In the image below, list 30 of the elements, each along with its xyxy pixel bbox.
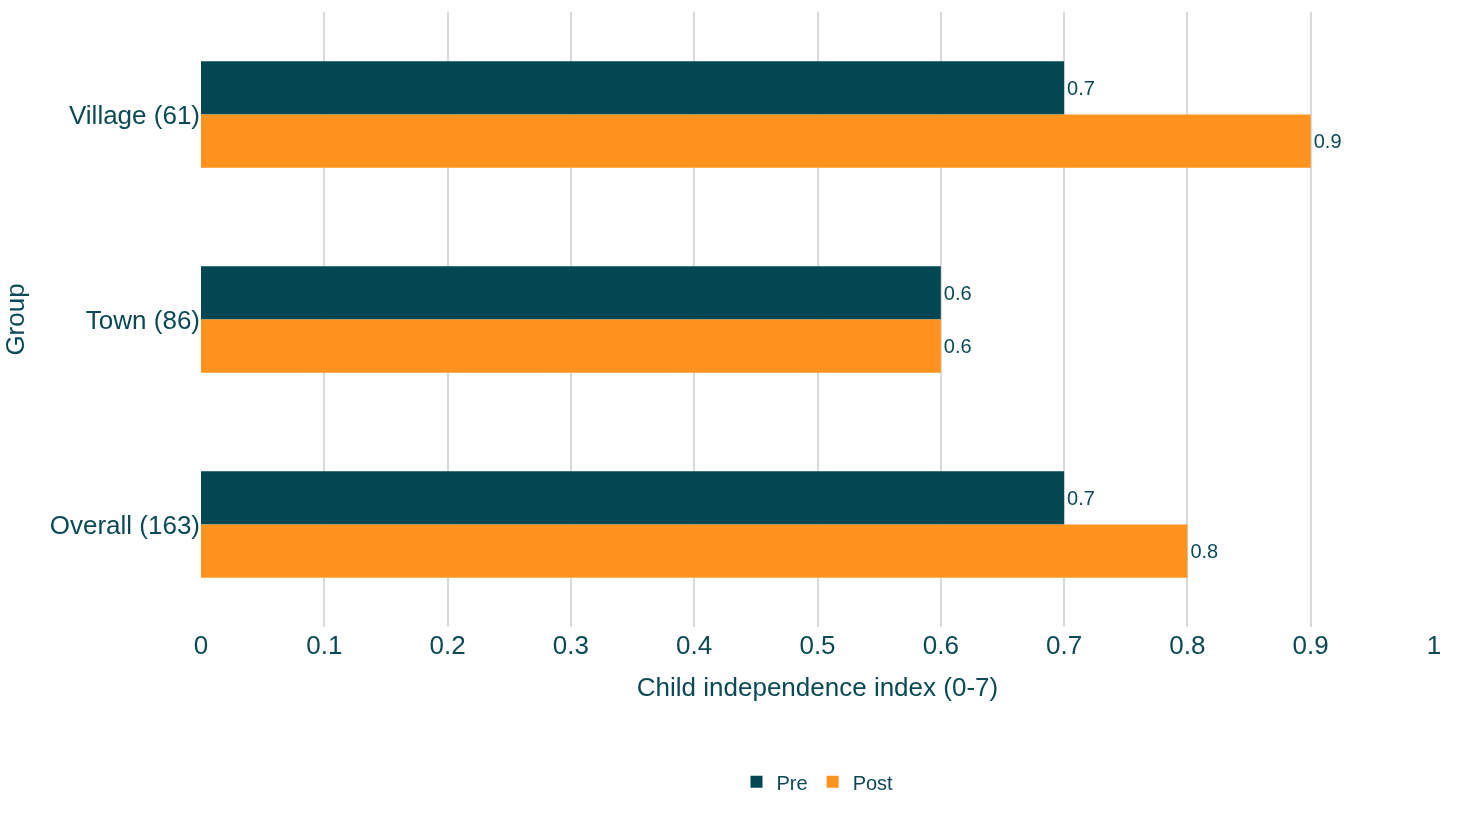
data-label: 0.6 [943, 335, 972, 358]
x-tick-label: 0.3 [552, 630, 589, 660]
y-axis-title: Group [0, 283, 30, 356]
legend-label: Post [852, 771, 894, 794]
x-tick-label: 0.1 [306, 630, 343, 660]
x-axis-title: Child independence index (0-7) [636, 671, 999, 702]
y-tick-label: Town (86) [85, 304, 200, 335]
data-label: 0.7 [1067, 76, 1095, 99]
x-tick-label: 0 [193, 630, 209, 660]
y-tick-label: Overall (163) [49, 509, 200, 540]
x-tick-label: 0.8 [1169, 630, 1206, 660]
data-label: 0.9 [1313, 130, 1342, 153]
data-label: 0.7 [1067, 486, 1095, 509]
data-label: 0.8 [1190, 540, 1219, 563]
bar [201, 266, 941, 320]
x-tick-label: 0.6 [922, 630, 959, 660]
y-tick-label: Village (61) [68, 99, 200, 130]
bar [201, 114, 1311, 168]
data-label: 0.6 [943, 281, 972, 304]
legend-label: Pre [776, 771, 808, 794]
x-tick-label: 0.2 [429, 630, 466, 660]
bar [201, 471, 1065, 525]
x-tick-label: 1 [1426, 630, 1442, 660]
bar [201, 319, 941, 373]
x-tick-label: 0.5 [799, 630, 836, 660]
x-tick-label: 0.9 [1292, 630, 1329, 660]
x-tick-label: 0.7 [1046, 630, 1083, 660]
bar [201, 61, 1065, 115]
bar [201, 524, 1188, 578]
x-tick-label: 0.4 [676, 630, 713, 660]
